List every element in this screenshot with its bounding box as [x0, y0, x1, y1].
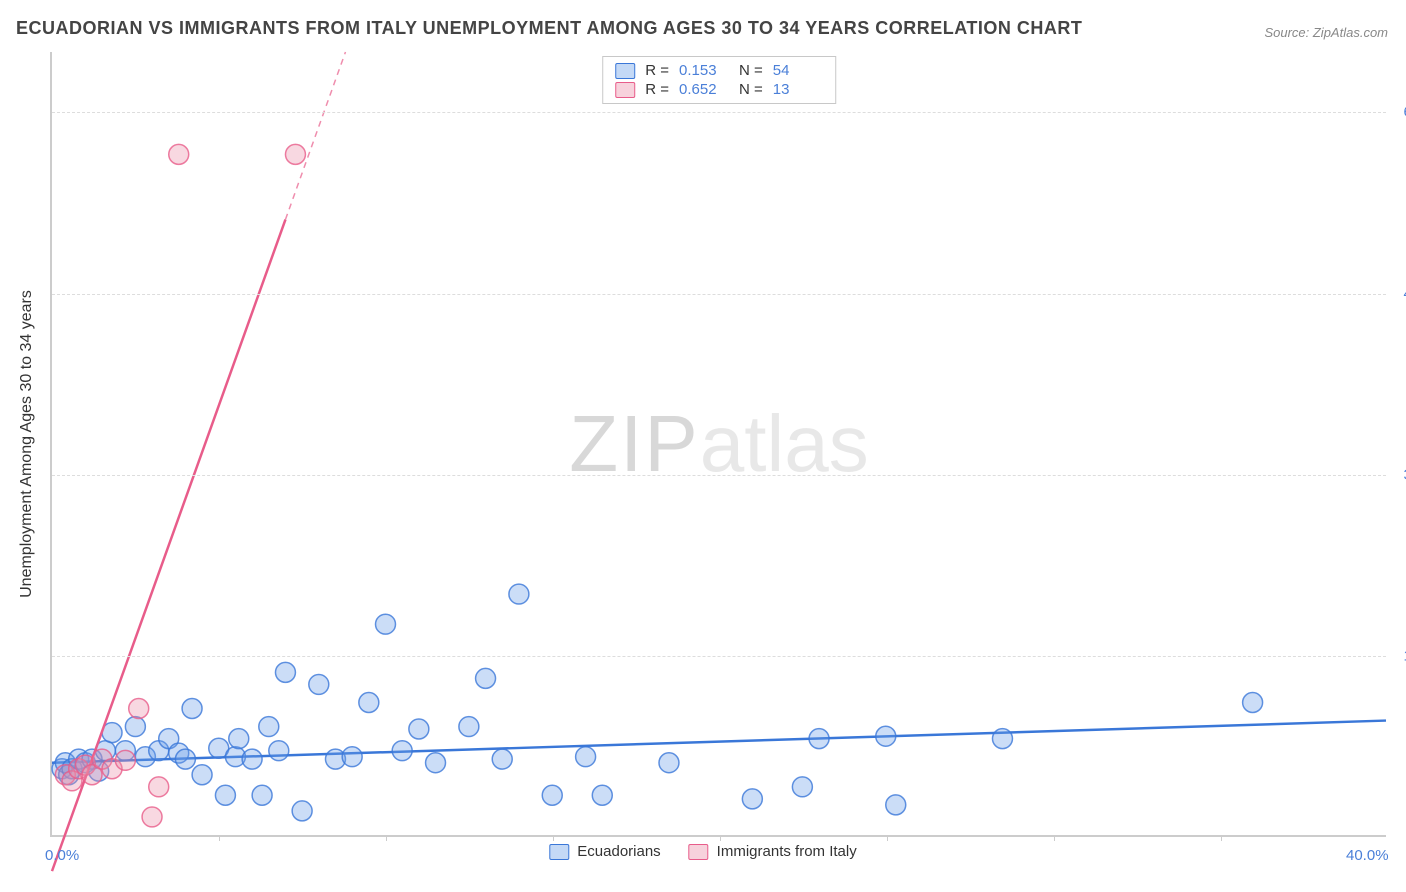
legend-row-ecuadorians: R = 0.153 N = 54	[615, 61, 823, 80]
x-tick	[1054, 835, 1055, 841]
x-tick	[219, 835, 220, 841]
y-axis-title: Unemployment Among Ages 30 to 34 years	[18, 290, 36, 598]
gridline	[52, 294, 1386, 295]
x-max-label: 40.0%	[1346, 847, 1389, 864]
legend-n-value-italy: 13	[773, 81, 823, 98]
source-attribution: Source: ZipAtlas.com	[1264, 25, 1388, 40]
x-tick	[1221, 835, 1222, 841]
legend-swatch-italy	[615, 82, 635, 98]
legend-n-label: N =	[739, 81, 763, 98]
chart-title: ECUADORIAN VS IMMIGRANTS FROM ITALY UNEM…	[16, 18, 1082, 39]
legend-bottom-swatch-italy	[689, 844, 709, 860]
x-tick	[386, 835, 387, 841]
legend-n-value-ecuadorians: 54	[773, 62, 823, 79]
legend-n-label: N =	[739, 62, 763, 79]
legend-series: Ecuadorians Immigrants from Italy	[549, 843, 856, 860]
x-tick	[887, 835, 888, 841]
plot-area: Unemployment Among Ages 30 to 34 years Z…	[50, 52, 1386, 837]
x-tick	[553, 835, 554, 841]
x-tick	[720, 835, 721, 841]
legend-row-italy: R = 0.652 N = 13	[615, 80, 823, 99]
plot-svg	[52, 52, 1386, 835]
legend-r-label: R =	[645, 81, 669, 98]
legend-correlation: R = 0.153 N = 54 R = 0.652 N = 13	[602, 56, 836, 104]
legend-r-label: R =	[645, 62, 669, 79]
gridline	[52, 475, 1386, 476]
legend-bottom-label-italy: Immigrants from Italy	[717, 843, 857, 860]
legend-bottom-label-ecuadorians: Ecuadorians	[577, 843, 660, 860]
legend-item-italy: Immigrants from Italy	[689, 843, 857, 860]
x-origin-label: 0.0%	[45, 847, 79, 864]
gridline	[52, 656, 1386, 657]
legend-bottom-swatch-ecuadorians	[549, 844, 569, 860]
legend-r-value-italy: 0.652	[679, 81, 729, 98]
legend-r-value-ecuadorians: 0.153	[679, 62, 729, 79]
legend-item-ecuadorians: Ecuadorians	[549, 843, 660, 860]
gridline	[52, 112, 1386, 113]
legend-swatch-ecuadorians	[615, 63, 635, 79]
